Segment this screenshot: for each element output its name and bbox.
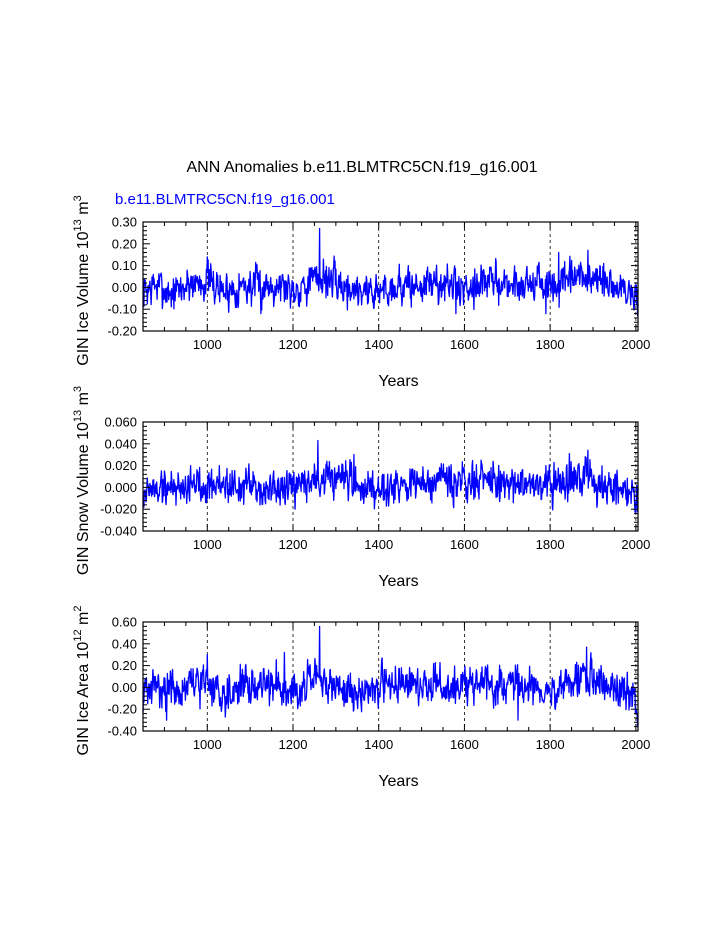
y-tick-label: 0.20 (112, 658, 137, 673)
plot-frame (142, 421, 639, 532)
x-tick-label: 1800 (536, 337, 565, 352)
y-tick-label: 0.10 (112, 258, 137, 273)
y-tick-label: -0.040 (100, 524, 137, 539)
main-title: ANN Anomalies b.e11.BLMTRC5CN.f19_g16.00… (187, 159, 538, 176)
y-axis-label-unit-exp: 3 (72, 386, 84, 392)
series-line (142, 227, 639, 317)
x-tick-label: 1200 (279, 737, 308, 752)
x-axis-label: Years (378, 573, 418, 590)
x-tick-label: 2000 (621, 737, 650, 752)
x-tick-label: 1600 (450, 737, 479, 752)
y-axis-label-exp: 12 (72, 629, 84, 641)
y-tick-label: 0.00 (112, 280, 137, 295)
y-tick-label: 0.60 (112, 615, 137, 630)
x-tick-label: 1200 (279, 537, 308, 552)
y-tick-label: 0.060 (104, 415, 137, 430)
series-line (142, 439, 639, 513)
y-tick-label: -0.40 (107, 724, 137, 739)
y-axis-label-unit-exp: 3 (72, 195, 84, 201)
x-tick-label: 1000 (193, 537, 222, 552)
y-axis-label-unit: m (75, 392, 92, 410)
plot-frame (142, 221, 639, 332)
y-tick-label: 0.040 (104, 436, 137, 451)
x-tick-label: 2000 (621, 337, 650, 352)
y-tick-label: -0.10 (107, 302, 137, 317)
x-tick-label: 1000 (193, 337, 222, 352)
y-tick-label: 0.30 (112, 215, 137, 230)
y-axis-label-main: GIN Ice Area 10 (75, 642, 92, 756)
y-tick-label: -0.20 (107, 324, 137, 339)
x-tick-label: 1400 (364, 537, 393, 552)
y-axis-label-exp: 13 (72, 219, 84, 231)
x-tick-label: 1800 (536, 737, 565, 752)
y-axis-label-main: GIN Snow Volume 10 (75, 422, 92, 575)
x-tick-label: 1200 (279, 337, 308, 352)
x-tick-label: 1600 (450, 537, 479, 552)
legend-label: b.e11.BLMTRC5CN.f19_g16.001 (115, 191, 335, 208)
y-tick-label: 0.000 (104, 480, 137, 495)
y-tick-label: 0.20 (112, 236, 137, 251)
x-tick-label: 1400 (364, 337, 393, 352)
x-tick-label: 1000 (193, 737, 222, 752)
y-tick-label: -0.20 (107, 702, 137, 717)
y-tick-label: -0.020 (100, 502, 137, 517)
y-axis-label-unit: m (75, 612, 92, 630)
y-axis-label: GIN Snow Volume 1013 m3 (72, 386, 92, 575)
y-axis-label: GIN Ice Volume 1013 m3 (72, 195, 92, 365)
y-tick-label: 0.00 (112, 680, 137, 695)
x-tick-label: 1400 (364, 737, 393, 752)
y-tick-label: 0.40 (112, 636, 137, 651)
x-tick-label: 1600 (450, 337, 479, 352)
y-axis-label-unit: m (75, 201, 92, 219)
y-tick-label: 0.020 (104, 458, 137, 473)
chart-panel-ice-volume: 1000 1200 1400 1600 1800 2000 0.30 0.20 0.10 0.00… (72, 195, 650, 390)
y-axis-label: GIN Ice Area 1012 m2 (72, 606, 92, 756)
chart-panel-snow-volume: 1000 1200 1400 1600 1800 2000 0.060 0.040 0.020 0… (72, 386, 650, 590)
x-tick-label: 2000 (621, 537, 650, 552)
y-axis-label-main: GIN Ice Volume 10 (75, 231, 92, 365)
series-line (142, 625, 639, 728)
plot-frame (142, 621, 639, 732)
x-axis-label: Years (378, 773, 418, 790)
x-tick-label: 1800 (536, 537, 565, 552)
y-axis-label-unit-exp: 2 (72, 606, 84, 612)
x-axis-label: Years (378, 373, 418, 390)
y-axis-label-exp: 13 (72, 410, 84, 422)
chart-panel-ice-area: 1000 1200 1400 1600 1800 2000 0.60 0.40 0.20 0.00… (72, 606, 650, 791)
